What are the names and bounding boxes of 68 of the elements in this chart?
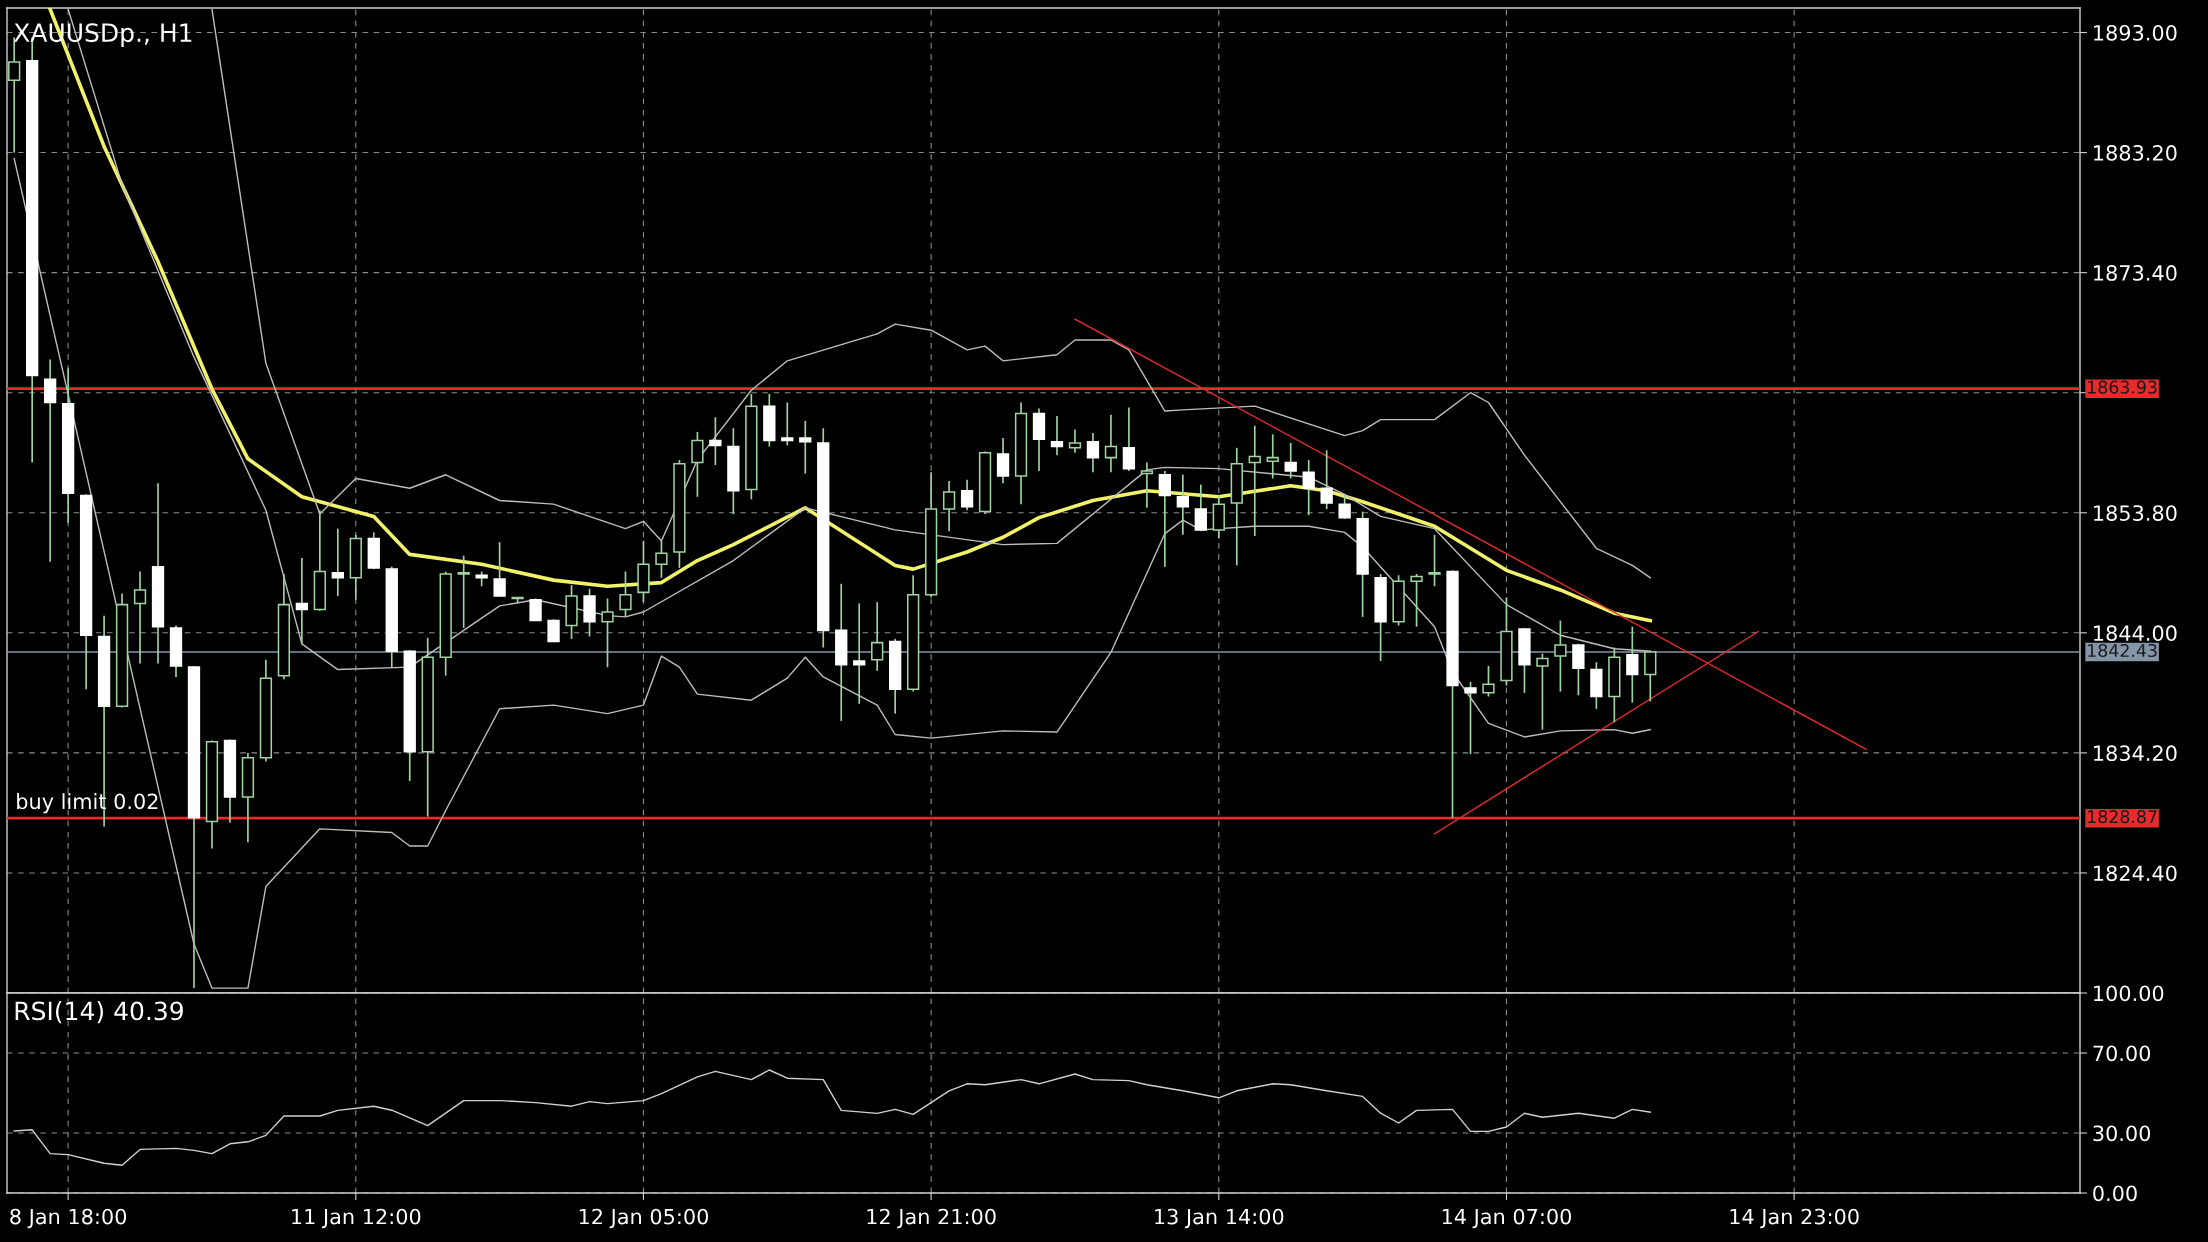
ref-line-label: 1842.43 xyxy=(2088,643,2157,658)
candlestick xyxy=(1194,483,1207,532)
candlestick xyxy=(43,358,57,563)
candlestick xyxy=(1536,652,1549,731)
candlestick xyxy=(853,602,866,705)
y-tick-label: 1844.00 xyxy=(2094,625,2177,642)
x-tick-label: 13 Jan 14:00 xyxy=(1155,1208,1284,1229)
candlestick xyxy=(709,416,722,466)
ref-line-label: 1828.87 xyxy=(2088,810,2157,824)
candlestick xyxy=(691,431,704,498)
candlestick xyxy=(1176,473,1189,536)
y-tick-label: 100.00 xyxy=(2094,985,2164,1002)
candlestick xyxy=(1410,573,1423,628)
candlestick xyxy=(781,401,794,447)
candlestick xyxy=(1626,625,1639,704)
candlestick xyxy=(1482,665,1495,698)
candlestick xyxy=(1122,406,1136,472)
candlestick xyxy=(1284,442,1297,480)
candlestick xyxy=(655,540,668,579)
candlestick xyxy=(1338,493,1351,520)
candlestick xyxy=(493,541,506,597)
candlestick xyxy=(1644,650,1657,703)
candlestick xyxy=(871,601,884,672)
candlestick xyxy=(799,420,812,475)
x-tick-label: 14 Jan 23:00 xyxy=(1730,1208,1859,1229)
x-tick-label: 8 Jan 18:00 xyxy=(10,1208,127,1229)
y-tick-label: 1873.40 xyxy=(2094,265,2177,281)
candlestick xyxy=(1248,424,1261,537)
x-tick-label: 11 Jan 12:00 xyxy=(292,1208,421,1229)
candlestick xyxy=(1068,428,1082,454)
candlestick xyxy=(1554,619,1567,693)
candlestick xyxy=(1086,432,1100,474)
y-tick-label: 1824.40 xyxy=(2094,865,2177,882)
candlestick xyxy=(1428,533,1441,588)
candlestick xyxy=(1158,470,1172,568)
candlestick xyxy=(1104,413,1118,474)
candlestick xyxy=(619,570,632,618)
x-tick-label: 14 Jan 07:00 xyxy=(1442,1208,1572,1229)
y-tick-label: 0.00 xyxy=(2093,1185,2137,1202)
candlestick xyxy=(1140,461,1154,509)
line-series xyxy=(13,157,1651,989)
candlestick xyxy=(1050,415,1064,457)
y-tick-label: 70.00 xyxy=(2093,1045,2151,1062)
x-tick-label: 12 Jan 05:00 xyxy=(579,1208,709,1229)
chart-title: RSI(14) 40.39 xyxy=(15,1001,183,1024)
y-tick-label: 1883.20 xyxy=(2094,145,2177,161)
candlestick xyxy=(1572,643,1585,697)
ref-line-label: 1863.93 xyxy=(2088,380,2157,394)
candlestick xyxy=(331,527,344,597)
candlestick xyxy=(1302,459,1315,517)
x-tick-label: 12 Jan 21:00 xyxy=(867,1208,996,1229)
candlestick xyxy=(1464,680,1477,755)
y-tick-label: 1834.20 xyxy=(2094,745,2177,762)
line-series xyxy=(13,1069,1651,1166)
y-tick-label: 1893.00 xyxy=(2094,24,2177,41)
candlestick xyxy=(601,597,614,668)
candlestick xyxy=(457,554,470,629)
y-tick-label: 1853.80 xyxy=(2094,505,2177,521)
candlestick xyxy=(942,480,956,532)
candlestick xyxy=(996,437,1010,485)
candlestick xyxy=(133,570,147,665)
candlestick xyxy=(547,618,560,643)
candlestick xyxy=(1266,433,1279,480)
candlestick xyxy=(960,478,974,512)
y-tick-label: 30.00 xyxy=(2093,1125,2151,1142)
candlestick xyxy=(295,557,309,645)
candlestick xyxy=(1320,449,1333,510)
line-series xyxy=(211,8,1651,579)
